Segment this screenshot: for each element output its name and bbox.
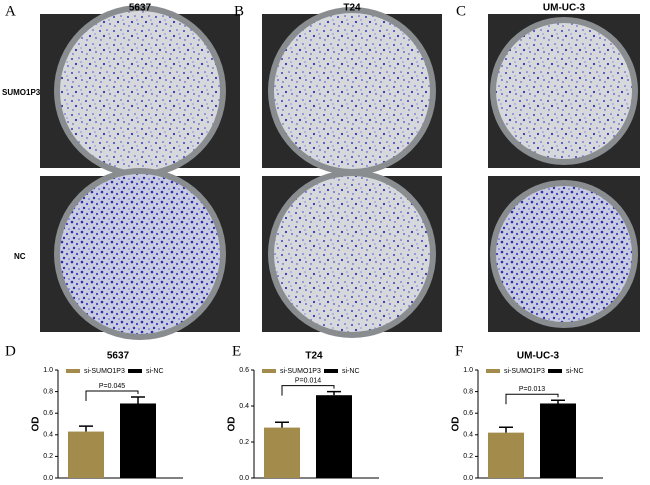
chart-title: UM-UC-3 [517, 351, 560, 362]
y-tick-label: 0.4 [463, 432, 473, 439]
y-tick-label: 0.8 [43, 388, 53, 395]
y-tick-label: 0.2 [239, 439, 249, 446]
legend-swatch [262, 369, 276, 373]
y-tick-label: 0.4 [43, 432, 53, 439]
legend-label: si-SUMO1P3 [280, 368, 321, 375]
y-tick-label: 0.8 [463, 388, 473, 395]
error-bar [79, 425, 93, 432]
row-label: NC [14, 252, 26, 261]
panel-letter: D [5, 343, 16, 359]
annotation: P=0.013 [519, 386, 545, 393]
y-axis-label: OD [31, 417, 42, 432]
error-bar [499, 426, 513, 433]
significance-bracket [281, 385, 335, 396]
y-tick-label: 0.2 [43, 453, 53, 460]
y-tick-label: 0.0 [463, 475, 473, 482]
y-tick-label: 1.0 [43, 367, 53, 374]
panel-letter: A [5, 3, 16, 19]
bar [68, 431, 104, 478]
y-tick-label: 0.6 [239, 367, 249, 374]
y-axis-label: OD [227, 417, 238, 432]
error-bar [327, 390, 341, 396]
bar [264, 427, 300, 478]
legend-label: si-NC [342, 368, 360, 375]
panel-letter: E [232, 343, 241, 359]
significance-bracket [505, 393, 559, 405]
legend-label: si-NC [566, 368, 584, 375]
legend-swatch [128, 369, 142, 373]
bar [488, 432, 524, 478]
panel-title: 5637 [129, 3, 152, 14]
legend-swatch [486, 369, 500, 373]
panel-letter: C [456, 3, 466, 19]
chart-title: 5637 [107, 351, 130, 362]
y-tick-label: 0.4 [239, 403, 249, 410]
row-label: SUMO1P3 [2, 88, 41, 97]
legend-swatch [324, 369, 338, 373]
panel-letter: F [455, 343, 463, 359]
y-tick-label: 1.0 [463, 367, 473, 374]
panel-letter: B [234, 3, 244, 19]
bar [316, 395, 352, 478]
dish [496, 23, 632, 159]
error-bar [275, 421, 289, 428]
annotation: P=0.014 [295, 377, 321, 384]
error-bar [131, 396, 145, 404]
photos [40, 5, 640, 340]
legend-swatch [66, 369, 80, 373]
bar [540, 403, 576, 478]
annotation: P=0.045 [99, 383, 125, 390]
y-tick-label: 0.0 [43, 475, 53, 482]
bar [120, 403, 156, 478]
dish [60, 174, 220, 334]
dish [60, 11, 220, 171]
y-tick-label: 0.6 [463, 410, 473, 417]
dish [496, 186, 632, 322]
significance-bracket [85, 390, 139, 401]
legend-label: si-SUMO1P3 [504, 368, 545, 375]
legend-swatch [548, 369, 562, 373]
error-bar [551, 399, 565, 404]
y-axis-label: OD [451, 417, 462, 432]
legend-label: si-NC [146, 368, 164, 375]
dish [274, 13, 430, 169]
y-tick-label: 0.0 [239, 475, 249, 482]
dish [274, 176, 430, 332]
y-tick-label: 0.6 [43, 410, 53, 417]
panel-title: T24 [343, 3, 361, 14]
chart-title: T24 [305, 351, 323, 362]
legend-label: si-SUMO1P3 [84, 368, 125, 375]
y-tick-label: 0.2 [463, 453, 473, 460]
panel-title: UM-UC-3 [543, 3, 586, 14]
